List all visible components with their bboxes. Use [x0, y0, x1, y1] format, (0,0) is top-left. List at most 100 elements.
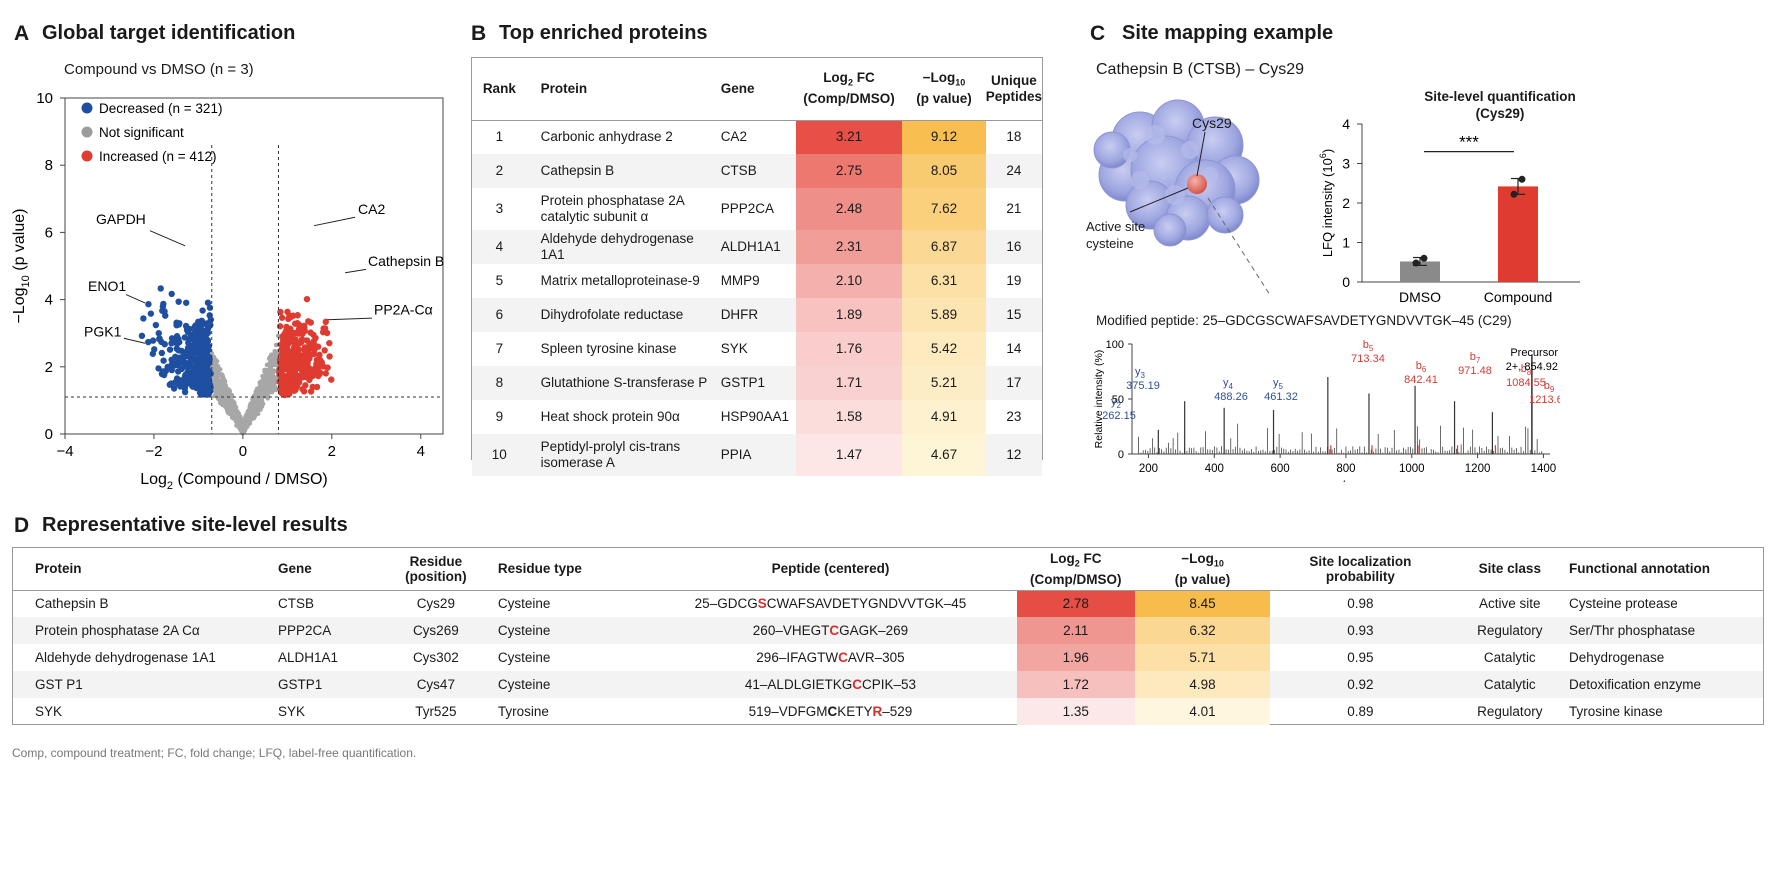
protein-cell: Protein phosphatase 2A Cα: [13, 617, 278, 644]
d-header-loc-line1: Site localization: [1309, 553, 1412, 569]
ms-peak-mz: 461.32: [1264, 391, 1298, 403]
peptide-suffix: CWAFSAVDETYGNDVVTGK–45: [766, 596, 967, 612]
d-header-residue: Residue (position): [373, 548, 498, 591]
protein-cell: Glutathione S-transferase P: [526, 366, 721, 400]
volcano-point: [305, 318, 312, 325]
d-header-log2fc-log: Log: [1049, 550, 1075, 566]
volcano-point: [199, 383, 207, 391]
volcano-point: [202, 327, 209, 334]
d-header-pvalue: −Log10 (p value): [1134, 548, 1271, 591]
gene-cell: SYK: [277, 704, 305, 719]
x-tick-label: 4: [417, 443, 425, 460]
pvalue-cell: 5.71: [1134, 644, 1271, 671]
protein-cell: Aldehyde dehydrogenase 1A1: [35, 650, 216, 665]
volcano-point: [156, 335, 163, 343]
volcano-point: [221, 395, 226, 400]
volcano-point: [313, 383, 321, 391]
x-tick-label: −2: [145, 443, 162, 460]
replicate-point: [1420, 254, 1428, 262]
volcano-point: [264, 362, 270, 368]
peptide-suffix: CPIK–53: [861, 677, 917, 692]
volcano-point: [266, 375, 272, 380]
volcano-point: [284, 308, 291, 316]
site-table-row: Protein phosphatase 2A Cα PPP2CA Cys269 Cys…: [13, 617, 1763, 644]
volcano-point: [251, 404, 256, 409]
header-pvalue-log: −Log: [922, 70, 956, 86]
y-tick-label: 4: [45, 292, 53, 309]
peptide-suffix: AVR–305: [847, 650, 905, 665]
panel-d-letter: D: [14, 514, 30, 537]
volcano-point: [194, 339, 201, 347]
panel-a-subtitle: Compound vs DMSO (n = 3): [64, 61, 254, 78]
log2fc-cell: 1.96: [1016, 644, 1135, 671]
volcano-point: [155, 330, 162, 337]
peptides-cell: 15: [985, 298, 1042, 332]
peptides-cell: 19: [1006, 273, 1022, 288]
d-header-annotation: Functional annotation: [1569, 548, 1763, 591]
active-site-label-line2: cysteine: [1086, 236, 1134, 251]
site-level-title-line2: (Cys29): [1475, 106, 1525, 121]
ms-spectrum-plot: 0 50 100 200 400 600 800 1000 1200 1400 m/z Relativ…: [1093, 339, 1560, 482]
volcano-point: [278, 364, 286, 372]
volcano-point: [269, 355, 275, 360]
volcano-point: [169, 338, 176, 346]
x-tick-label: 2: [328, 443, 336, 460]
log2fc-cell: 2.78: [1016, 590, 1135, 617]
volcano-point: [181, 379, 188, 386]
ms-x-tick-label: 400: [1205, 463, 1224, 475]
header-peptides: Unique Peptides: [985, 58, 1042, 121]
volcano-point: [324, 364, 331, 371]
ms-x-tick-label: 800: [1336, 463, 1355, 475]
d-header-gene: Gene: [277, 548, 374, 591]
localization-cell: 0.89: [1347, 704, 1374, 719]
peptide-cell: 296–IFAGTWCAVR–305: [644, 644, 1016, 671]
protein-cell: Matrix metalloproteinase-9: [540, 273, 700, 288]
volcano-point: [138, 332, 146, 340]
protein-cell: Carbonic anhydrase 2: [540, 129, 673, 145]
modified-peptide-label: Modified peptide: 25–GDCGSCWAFSAVDETYGND…: [1096, 313, 1512, 328]
active-site-label-line1: Active site: [1086, 219, 1146, 234]
volcano-point: [307, 329, 314, 336]
table-row: 9 Heat shock protein 90α HSP90AA1 1.58 4.91 2…: [472, 400, 1042, 434]
log2fc-cell: 1.47: [795, 434, 903, 476]
d-header-protein: Protein: [13, 548, 278, 591]
ms-x-tick-label: 1200: [1465, 463, 1491, 475]
site-table-row: SYK SYK Tyr525 Tyrosine 519–VDFGMCKETYR–529 1…: [13, 698, 1763, 725]
ms-precursor-value: 2+, 854.92: [1506, 361, 1558, 373]
annotation-cell: Detoxification enzyme: [1569, 671, 1763, 698]
ms-x-tick-label: 1000: [1399, 463, 1425, 475]
volcano-point: [268, 363, 273, 368]
rank-cell: 9: [495, 409, 504, 424]
volcano-point: [181, 388, 189, 396]
site-class-cell: Regulatory: [1450, 617, 1569, 644]
volcano-point: [245, 422, 250, 427]
volcano-points: [138, 285, 335, 436]
volcano-point: [205, 346, 212, 354]
volcano-point: [287, 350, 295, 357]
ms-peak-label: b5: [1363, 339, 1374, 353]
volcano-point: [224, 398, 229, 404]
gene-cell: HSP90AA1: [720, 409, 789, 424]
ms-peak-label: y4: [1223, 377, 1234, 391]
ms-noise-peaks: [1138, 423, 1543, 454]
volcano-point: [147, 310, 155, 317]
volcano-point: [306, 376, 313, 384]
x-axis-label: Log2 (Compound / DMSO): [140, 471, 328, 492]
legend-label: Increased (n = 412): [99, 149, 216, 164]
volcano-point: [184, 344, 192, 352]
pvalue-cell: 9.12: [902, 120, 986, 154]
volcano-point: [293, 329, 301, 336]
volcano-point: [194, 381, 201, 388]
residue-type-cell: Cysteine: [497, 617, 645, 644]
d-header-pvalue-log: −Log: [1181, 550, 1214, 566]
protein-cell: Heat shock protein 90α: [540, 409, 680, 424]
table-row: 3 Protein phosphatase 2A catalytic subuni…: [472, 188, 1042, 230]
volcano-point: [241, 419, 246, 425]
header-gene: Gene: [720, 58, 796, 121]
volcano-point: [277, 357, 284, 364]
footnote: Comp, compound treatment; FC, fold chang…: [12, 746, 417, 760]
d-header-residue-line1: Residue: [409, 553, 463, 569]
bar-y-axis-label: LFQ intensity (106): [1318, 149, 1335, 257]
site-table-row: Cathepsin B CTSB Cys29 Cysteine 25–GDCGSCWAF…: [13, 590, 1763, 617]
bar-y-tick-label: 0: [1342, 274, 1350, 290]
